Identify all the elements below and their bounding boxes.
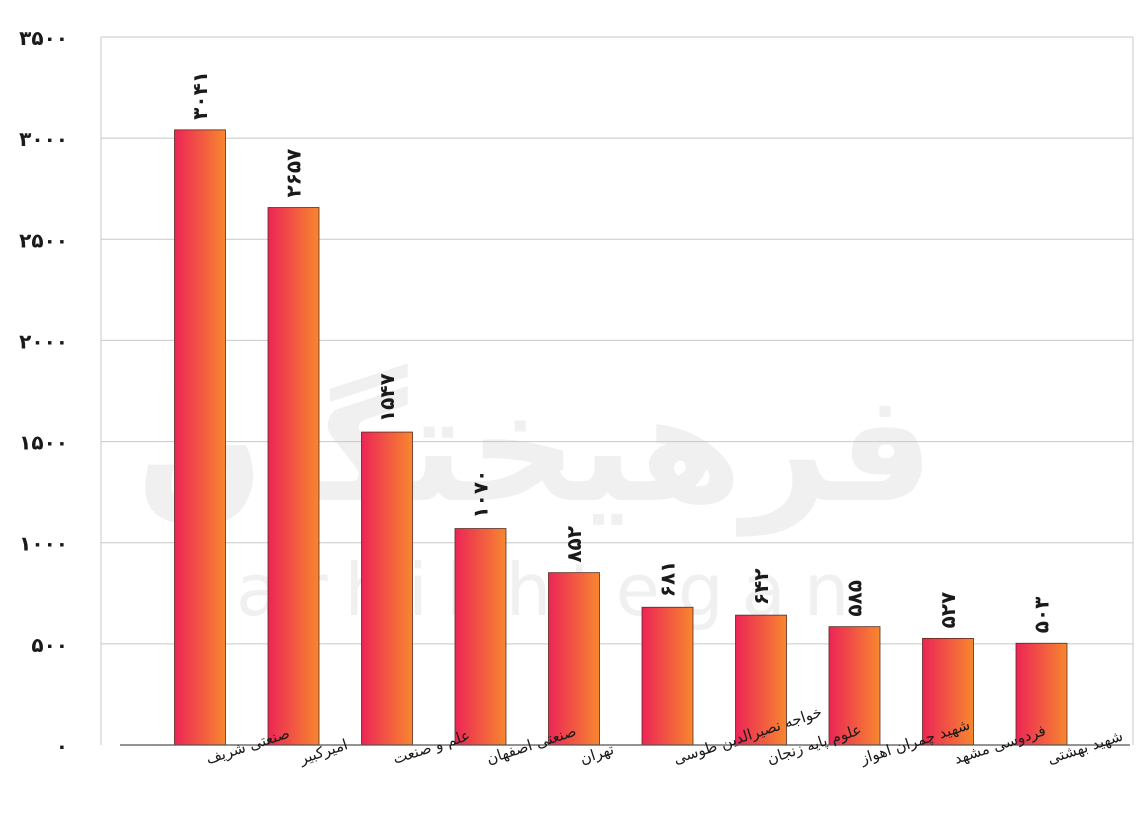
bar — [267, 207, 320, 746]
watermark: فرهیختگان farhikhtegan — [136, 362, 934, 632]
data-label: ۱۵۴۷ — [375, 373, 399, 422]
data-label: ۲۶۵۷ — [282, 149, 306, 198]
data-label: ۵۲۷ — [936, 592, 960, 629]
y-tick-label: ۲۰۰۰ — [19, 329, 68, 353]
data-label: ۸۵۲ — [562, 526, 586, 563]
y-tick-label: ۵۰۰ — [31, 633, 68, 657]
watermark-main: فرهیختگان — [136, 362, 934, 537]
data-label: ۶۴۲ — [749, 569, 773, 606]
bar — [828, 626, 881, 746]
y-tick-label: ۱۵۰۰ — [19, 431, 68, 455]
bar — [174, 129, 226, 746]
data-label: ۱۰۷۰ — [469, 470, 493, 519]
y-tick-label: ۳۵۰۰ — [19, 26, 68, 50]
bar — [641, 606, 694, 746]
y-tick-label: ۳۰۰۰ — [19, 127, 68, 151]
data-label: ۳۰۴۱ — [188, 71, 212, 120]
bar — [548, 572, 600, 746]
bar — [1015, 642, 1068, 746]
axes — [100, 37, 1134, 746]
y-tick-label: ۱۰۰۰ — [19, 532, 68, 556]
y-tick-label: ۲۵۰۰ — [19, 228, 68, 252]
y-tick-label: ۰ — [56, 734, 68, 758]
bar — [735, 614, 787, 746]
bar — [922, 637, 974, 746]
bar — [361, 431, 413, 746]
data-label: ۵۸۵ — [843, 580, 867, 617]
data-label: ۶۸۱ — [656, 561, 680, 598]
y-axis-ticks: ۰ ۵۰۰ ۱۰۰۰ ۱۵۰۰ ۲۰۰۰ ۲۵۰۰ ۳۰۰۰ ۳۵۰۰ — [19, 26, 68, 758]
data-label: ۵۰۳ — [1030, 597, 1054, 634]
bar — [454, 528, 507, 746]
data-labels: ۳۰۴۱ ۲۶۵۷ ۱۵۴۷ ۱۰۷۰ ۸۵۲ ۶۸۱ ۶۴۲ ۵۸۵ ۵۲۷ ۵۰۳ — [188, 71, 1054, 633]
